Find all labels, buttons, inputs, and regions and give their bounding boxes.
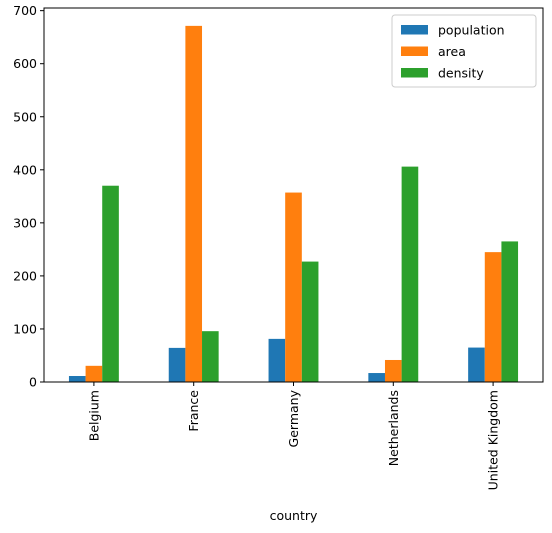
bar-population-germany — [268, 338, 286, 382]
y-tick-label: 100 — [13, 321, 37, 336]
y-tick-label: 600 — [13, 56, 37, 71]
legend-swatch-density — [401, 68, 428, 78]
y-tick-label: 500 — [13, 109, 37, 124]
y-tick-label: 700 — [13, 3, 37, 18]
y-tick-label: 400 — [13, 162, 37, 177]
legend-swatch-area — [401, 46, 428, 56]
y-tick-label: 200 — [13, 268, 37, 283]
x-axis: Belgium France Germany Netherlands United Ki… — [86, 382, 501, 490]
legend-swatch-population — [401, 25, 428, 35]
bar-area-france — [185, 25, 203, 382]
y-tick-label: 300 — [13, 215, 37, 230]
x-tick-label: France — [186, 390, 201, 432]
bar-population-united-kingdom — [468, 347, 485, 382]
bar-density-france — [202, 331, 219, 382]
x-tick-label: Germany — [286, 389, 301, 447]
bar-area-united-kingdom — [484, 252, 502, 382]
bar-area-belgium — [85, 365, 103, 382]
legend-label-area: area — [438, 44, 466, 59]
bar-area-germany — [285, 192, 302, 382]
bar-density-united-kingdom — [501, 241, 519, 382]
bar-density-netherlands — [401, 166, 419, 382]
y-tick-label: 0 — [29, 375, 37, 390]
plot-frame — [43, 7, 544, 383]
x-tick-label: Belgium — [86, 390, 101, 441]
x-axis-label: country — [270, 508, 318, 523]
bar-population-netherlands — [368, 373, 385, 382]
bar-density-germany — [301, 261, 319, 382]
x-tick-label: Netherlands — [386, 390, 401, 466]
bar-population-france — [168, 347, 186, 382]
legend-label-population: population — [438, 23, 505, 38]
x-tick-label: United Kingdom — [486, 390, 501, 490]
legend: population area density — [391, 14, 537, 88]
bar-population-belgium — [68, 376, 86, 382]
bar-area-netherlands — [384, 359, 402, 382]
bars-layer — [68, 25, 519, 382]
bar-density-belgium — [102, 185, 119, 382]
legend-label-density: density — [438, 66, 484, 81]
y-axis: 0 100 200 300 400 500 600 700 — [13, 3, 44, 390]
